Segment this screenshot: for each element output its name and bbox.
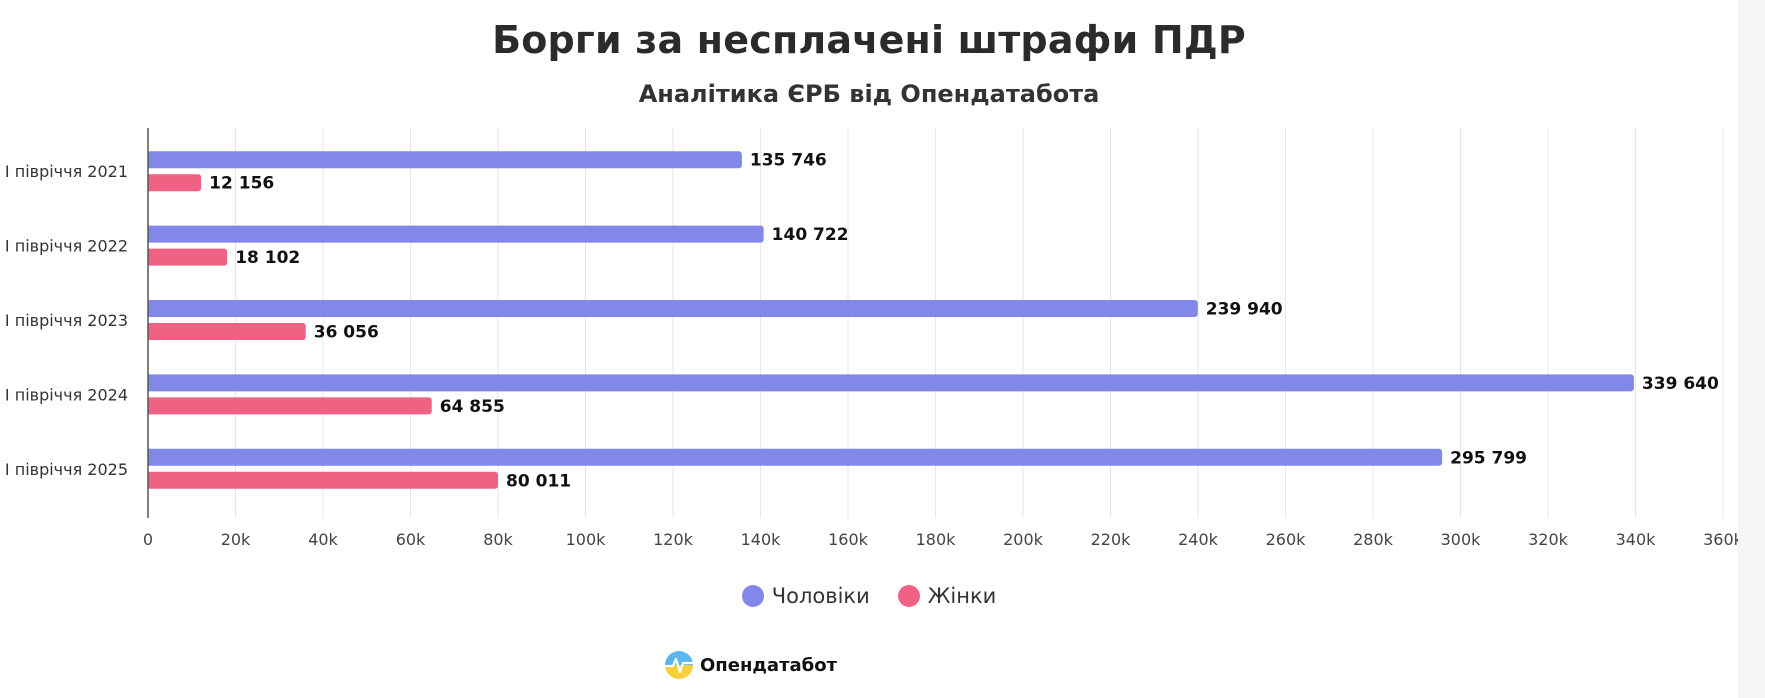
legend-label-men: Чоловіки <box>771 584 870 608</box>
x-tick-label: 200k <box>1003 530 1044 549</box>
bar-women <box>148 323 306 340</box>
bar-value-label: 239 940 <box>1206 300 1283 320</box>
bar-value-label: 64 855 <box>440 397 505 417</box>
x-tick-label: 180k <box>916 530 957 549</box>
bar-men <box>148 374 1634 392</box>
bar-value-label: 135 746 <box>750 151 827 171</box>
bar-men <box>148 448 1443 466</box>
brand-credit: Опендатабот <box>664 650 837 680</box>
x-tick-label: 340k <box>1616 530 1657 549</box>
y-category-label: І півріччя 2024 <box>5 385 128 404</box>
chart-subtitle: Аналітика ЄРБ від Опендатабота <box>638 80 1100 108</box>
bar-women <box>148 471 499 489</box>
bar-chart: 135 746 12 156 140 722 18 102 239 940 36 056 3… <box>5 128 1738 549</box>
bar-value-label: 140 722 <box>772 225 849 245</box>
legend-label-women: Жінки <box>927 584 997 608</box>
bar-value-label: 295 799 <box>1450 448 1527 468</box>
x-tick-label: 0 <box>143 530 153 549</box>
x-tick-label: 120k <box>653 530 694 549</box>
x-tick-label: 160k <box>828 530 869 549</box>
bar-men <box>148 225 764 243</box>
bar-women <box>148 174 202 192</box>
chart-legend: Чоловіки Жінки <box>0 584 1738 608</box>
bar-value-label: 18 102 <box>235 248 300 268</box>
legend-item-women[interactable]: Жінки <box>897 584 997 608</box>
x-tick-label: 60k <box>396 530 426 549</box>
legend-marker-women <box>897 585 920 607</box>
x-tick-label: 220k <box>1091 530 1132 549</box>
bar-men <box>148 151 742 169</box>
legend-item-men[interactable]: Чоловіки <box>741 584 870 608</box>
x-tick-label: 320k <box>1528 530 1569 549</box>
x-tick-label: 140k <box>741 530 782 549</box>
bar-women <box>148 397 432 415</box>
x-tick-label: 40k <box>308 530 338 549</box>
x-tick-label: 300k <box>1441 530 1482 549</box>
x-tick-label: 360k <box>1703 530 1738 549</box>
x-tick-label: 100k <box>566 530 607 549</box>
y-category-label: І півріччя 2023 <box>5 311 128 330</box>
bar-value-label: 80 011 <box>506 471 571 491</box>
legend-marker-men <box>741 585 764 607</box>
x-tick-label: 260k <box>1266 530 1307 549</box>
bar-value-label: 339 640 <box>1642 374 1719 394</box>
bar-women <box>148 248 228 266</box>
x-tick-label: 280k <box>1353 530 1394 549</box>
opendatabot-logo-icon <box>664 651 694 679</box>
chart-title: Борги за несплачені штрафи ПДР <box>492 18 1246 62</box>
scrollbar-track[interactable] <box>1738 0 1765 698</box>
bar-value-label: 12 156 <box>209 174 274 194</box>
x-tick-label: 20k <box>221 530 251 549</box>
x-tick-label: 240k <box>1178 530 1219 549</box>
brand-name: Опендатабот <box>700 654 838 676</box>
x-tick-label: 80k <box>483 530 513 549</box>
bar-men <box>148 300 1198 317</box>
y-category-label: І півріччя 2025 <box>5 460 128 479</box>
bar-value-label: 36 056 <box>314 323 379 343</box>
y-category-label: І півріччя 2022 <box>5 237 128 256</box>
y-category-label: І півріччя 2021 <box>5 162 128 181</box>
